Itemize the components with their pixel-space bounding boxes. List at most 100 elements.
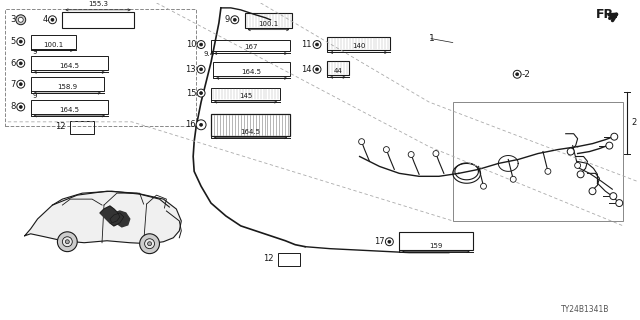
Circle shape [16,15,26,25]
Bar [31,100,108,114]
Polygon shape [114,211,130,227]
Text: TY24B1341B: TY24B1341B [561,305,609,314]
Bar [278,252,300,266]
Bar [211,40,291,52]
Circle shape [313,41,321,49]
Circle shape [197,41,205,49]
Bar [31,35,76,49]
Text: 10: 10 [186,40,196,49]
Text: 1: 1 [429,34,435,43]
Bar [31,56,108,70]
Text: 164.5: 164.5 [241,129,260,135]
Bar [399,232,472,250]
Text: 6: 6 [10,59,16,68]
Circle shape [575,163,580,168]
Circle shape [19,17,23,22]
Bar [62,12,134,28]
Text: 164.5: 164.5 [242,69,262,75]
Bar [211,88,280,100]
Circle shape [611,133,618,140]
Text: -2: -2 [521,70,530,79]
Text: 13: 13 [186,65,196,74]
Text: 167: 167 [244,44,257,51]
Circle shape [231,16,239,24]
Text: 159: 159 [429,243,443,249]
Text: 164.5: 164.5 [60,107,79,113]
Circle shape [606,142,613,149]
Circle shape [200,68,203,71]
Circle shape [148,242,152,246]
Text: 16: 16 [186,120,196,129]
Text: 100.1: 100.1 [44,42,63,47]
Circle shape [383,147,389,153]
Circle shape [200,123,203,126]
Text: 4: 4 [42,15,47,24]
Text: 9.4: 9.4 [203,52,214,57]
Text: 9: 9 [33,50,37,55]
Text: 9: 9 [33,93,37,99]
Text: 12: 12 [263,254,273,263]
Circle shape [313,65,321,73]
Text: FR.: FR. [595,8,619,21]
Circle shape [388,240,391,243]
Circle shape [234,18,236,21]
Text: 155.3: 155.3 [88,1,108,7]
Circle shape [197,65,205,73]
Bar [5,9,196,126]
Circle shape [385,238,394,246]
Circle shape [510,176,516,182]
Circle shape [51,18,54,21]
Text: 7: 7 [10,80,16,89]
Bar [31,77,104,91]
Text: 15: 15 [186,89,196,98]
Bar [213,62,291,76]
Circle shape [610,193,617,200]
Text: 5: 5 [10,37,16,46]
Circle shape [145,239,154,249]
Circle shape [200,43,203,46]
Bar [244,13,292,28]
Circle shape [358,139,365,145]
Text: 2: 2 [631,118,636,127]
Circle shape [17,38,25,45]
Bar [327,61,349,75]
Text: 158.9: 158.9 [57,84,77,90]
Circle shape [316,68,319,71]
Circle shape [408,152,414,157]
Text: 145: 145 [239,93,252,99]
Circle shape [140,234,159,254]
Circle shape [65,240,69,244]
Circle shape [17,80,25,88]
Text: 8: 8 [10,102,16,111]
Circle shape [196,120,206,130]
Circle shape [62,237,72,247]
Circle shape [49,16,56,24]
Bar [211,114,291,136]
Circle shape [516,73,518,76]
Text: 14: 14 [301,65,312,74]
Circle shape [17,60,25,67]
Circle shape [19,106,22,108]
Text: 11: 11 [301,40,312,49]
Circle shape [19,83,22,86]
Circle shape [545,168,551,174]
Circle shape [200,92,203,95]
Circle shape [19,62,22,65]
Text: 164.5: 164.5 [60,63,79,69]
Text: 3: 3 [10,15,16,24]
Circle shape [567,148,574,155]
Text: 12: 12 [55,122,65,131]
Text: 17: 17 [374,237,385,246]
Text: 44: 44 [333,68,342,74]
Circle shape [433,151,439,156]
Text: 9: 9 [225,15,230,24]
Circle shape [589,188,596,195]
Text: 100.1: 100.1 [259,21,278,27]
Circle shape [197,89,205,97]
Circle shape [616,200,623,206]
Bar [327,36,390,51]
Bar [70,121,94,134]
Circle shape [577,171,584,178]
Polygon shape [25,191,181,244]
Circle shape [513,70,521,78]
